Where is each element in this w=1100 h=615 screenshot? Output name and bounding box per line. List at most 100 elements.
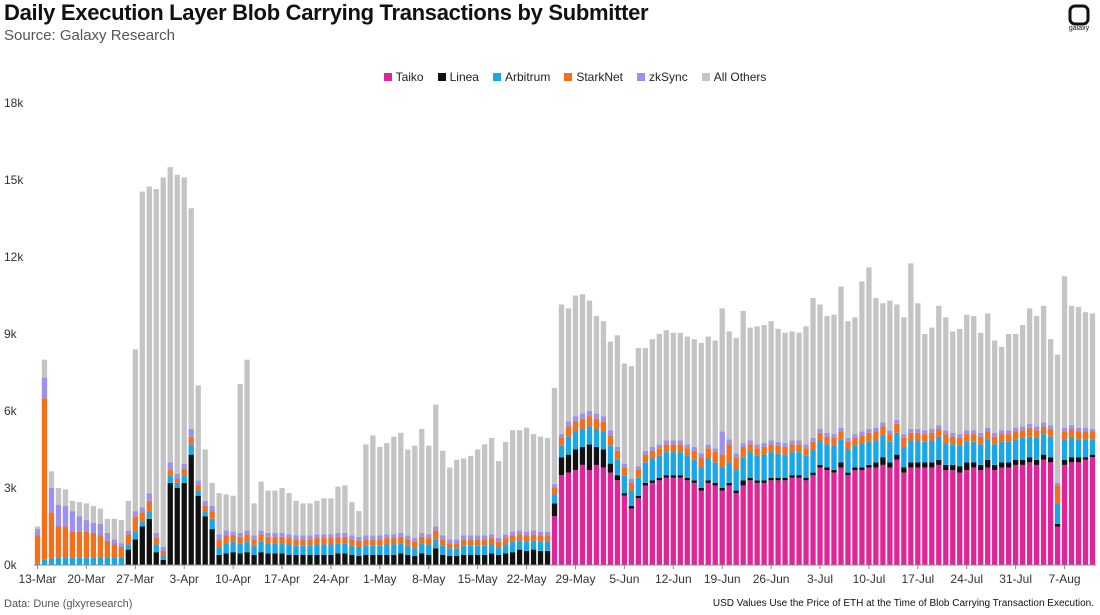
bar-segment-zksync <box>160 547 166 551</box>
bar-segment-zksync <box>600 416 607 422</box>
bar-segment-zksync <box>754 444 760 449</box>
bar-segment-zksync <box>509 531 516 536</box>
y-tick-label: 18k <box>4 96 24 110</box>
bar-segment-starknet <box>509 535 516 542</box>
bar-segment-taiko <box>894 459 900 565</box>
bar-segment-linea <box>307 554 313 565</box>
bar-segment-arbitrum <box>488 544 495 554</box>
bar-segment-taiko <box>614 480 621 565</box>
bar-segment-linea <box>300 554 306 565</box>
bar-segment-linea <box>265 553 271 565</box>
bar-segment-starknet <box>894 423 900 433</box>
bar-segment-starknet <box>195 485 201 491</box>
bar-segment-arbitrum <box>614 459 621 476</box>
bar-segment-all-others <box>391 436 397 535</box>
bar-segment-arbitrum <box>1033 437 1040 460</box>
bar-segment-arbitrum <box>579 428 586 447</box>
bar-segment-taiko <box>635 498 642 565</box>
bar-segment-linea <box>831 470 837 473</box>
bar-segment-arbitrum <box>810 449 816 473</box>
bar-segment-all-others <box>656 334 662 445</box>
bar-segment-linea <box>258 552 264 565</box>
bar-segment-arbitrum <box>132 531 138 540</box>
bar-segment-linea <box>195 495 201 565</box>
bar-segment-linea <box>412 556 418 565</box>
bar-segment-zksync <box>349 535 355 540</box>
bar-segment-arbitrum <box>167 475 173 483</box>
bar-segment-linea <box>677 475 683 478</box>
bar-segment-linea <box>642 482 648 486</box>
bar-segment-linea <box>482 554 488 565</box>
bar-segment-linea <box>1013 459 1019 465</box>
bar-segment-all-others <box>454 459 460 540</box>
bar-segment-starknet <box>146 500 152 512</box>
legend-label: zkSync <box>649 70 688 84</box>
bar-segment-starknet <box>649 450 655 459</box>
bar-segment-all-others <box>265 490 271 533</box>
bar-segment-linea <box>146 518 152 565</box>
bar-segment-arbitrum <box>642 462 648 483</box>
bar-segment-taiko <box>621 495 628 565</box>
bar-segment-all-others <box>433 404 439 527</box>
bar-segment-taiko <box>845 475 851 565</box>
bar-segment-linea <box>761 480 767 483</box>
bar-segment-linea <box>216 554 222 565</box>
bar-segment-linea <box>999 462 1005 468</box>
bar-segment-all-others <box>733 337 739 454</box>
bar-segment-starknet <box>565 426 572 437</box>
bar-segment-zksync <box>936 425 942 429</box>
bar-segment-arbitrum <box>670 452 676 476</box>
bar-segment-linea <box>509 552 516 565</box>
bar-segment-linea <box>335 553 341 565</box>
bar-segment-linea <box>866 464 872 468</box>
bar-segment-zksync <box>167 462 173 471</box>
bar-segment-zksync <box>69 511 76 532</box>
bar-segment-linea <box>523 550 530 565</box>
bar-segment-all-others <box>978 332 984 433</box>
bar-segment-taiko <box>663 477 669 565</box>
bar-segment-zksync <box>649 446 655 451</box>
bar-segment-starknet <box>405 539 411 546</box>
bar-segment-zksync <box>34 529 41 536</box>
bar-segment-taiko <box>1082 459 1089 565</box>
x-tick-label: 13-Mar <box>18 572 56 586</box>
bar-segment-arbitrum <box>593 428 600 447</box>
bar-segment-linea <box>237 553 243 565</box>
bar-segment-zksync <box>1047 425 1054 429</box>
bar-segment-linea <box>915 462 921 468</box>
bar-segment-starknet <box>747 444 753 453</box>
bar-segment-zksync <box>195 480 201 486</box>
bar-segment-arbitrum <box>782 454 788 478</box>
bar-segment-linea <box>579 446 586 465</box>
bar-segment-zksync <box>803 444 809 449</box>
bar-segment-all-others <box>188 208 194 429</box>
bar-segment-arbitrum <box>76 557 83 565</box>
bar-segment-zksync <box>153 532 159 539</box>
bar-segment-zksync <box>475 535 481 540</box>
bar-segment-arbitrum <box>1026 436 1033 458</box>
bar-segment-all-others <box>468 455 474 536</box>
bar-segment-all-others <box>796 332 802 441</box>
bar-segment-all-others <box>230 495 236 532</box>
bar-segment-arbitrum <box>936 436 942 460</box>
bar-segment-arbitrum <box>705 458 711 481</box>
bar-segment-all-others <box>181 177 187 464</box>
bar-segment-arbitrum <box>726 462 732 483</box>
bar-segment-linea <box>887 462 893 468</box>
bar-segment-arbitrum <box>1013 439 1019 460</box>
bar-segment-arbitrum <box>957 445 963 467</box>
bar-segment-zksync <box>719 431 725 455</box>
bar-segment-linea <box>391 554 397 565</box>
bar-segment-linea <box>936 459 942 465</box>
bar-segment-starknet <box>628 482 635 491</box>
bar-segment-arbitrum <box>740 457 746 481</box>
bar-segment-linea <box>405 554 411 565</box>
bar-segment-zksync <box>286 534 292 539</box>
bar-segment-starknet <box>97 535 104 558</box>
bar-segment-taiko <box>726 485 732 565</box>
bar-segment-arbitrum <box>482 545 488 555</box>
bar-segment-all-others <box>55 488 62 505</box>
logo-text: galaxy <box>1068 25 1090 32</box>
bar-segment-arbitrum <box>230 541 236 553</box>
bar-segment-starknet <box>593 418 600 429</box>
